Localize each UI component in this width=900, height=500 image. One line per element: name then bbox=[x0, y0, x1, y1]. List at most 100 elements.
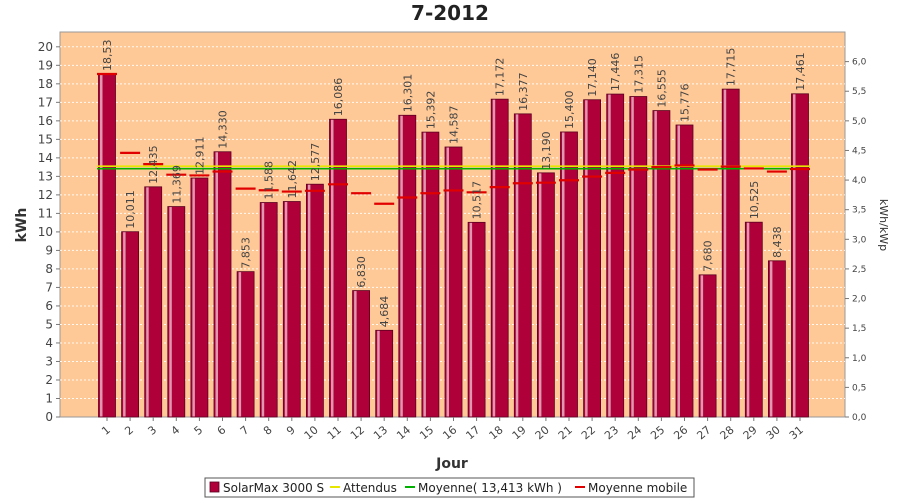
y-tick-label: 4 bbox=[45, 336, 53, 350]
bar-value-label: 7,680 bbox=[702, 240, 715, 272]
y2-tick-label: 0,0 bbox=[852, 413, 867, 423]
y2-tick-label: 3,0 bbox=[852, 235, 867, 245]
y-tick-label: 7 bbox=[45, 280, 53, 294]
legend-label: SolarMax 3000 S bbox=[223, 481, 324, 495]
bar-value-label: 17,446 bbox=[609, 53, 622, 92]
y-tick-label: 2 bbox=[45, 373, 53, 387]
x-tick-label: 13 bbox=[371, 423, 390, 442]
bar-value-label: 14,587 bbox=[448, 106, 461, 145]
y2-tick-label: 1,0 bbox=[852, 354, 867, 364]
bar-highlight bbox=[192, 178, 195, 417]
x-tick-label: 20 bbox=[533, 423, 552, 442]
y2-tick-label: 3,5 bbox=[852, 206, 866, 216]
x-tick-label: 22 bbox=[579, 423, 598, 442]
bar-value-label: 15,392 bbox=[424, 91, 437, 130]
y-tick-label: 10 bbox=[38, 225, 53, 239]
y2-tick-label: 6,0 bbox=[852, 58, 867, 68]
y-tick-label: 5 bbox=[45, 317, 53, 331]
bar-highlight bbox=[631, 97, 634, 417]
x-tick-label: 23 bbox=[602, 423, 621, 442]
bar-highlight bbox=[562, 132, 565, 417]
y-tick-label: 20 bbox=[38, 40, 53, 54]
bar-highlight bbox=[377, 330, 380, 417]
bar-value-label: 10,517 bbox=[471, 181, 484, 220]
x-tick-label: 17 bbox=[463, 423, 482, 442]
bar-highlight bbox=[284, 202, 288, 417]
x-tick-label: 1 bbox=[99, 423, 113, 437]
y-tick-label: 6 bbox=[45, 299, 53, 313]
x-axis: 1 2 3 4 5 6 7 8 9 10 11 12 13 14 15 16 17 18 19 20 21 22 23 24 2… bbox=[99, 417, 806, 442]
x-tick-label: 29 bbox=[741, 423, 760, 442]
y-tick-label: 12 bbox=[38, 188, 53, 202]
y-tick-label: 18 bbox=[38, 77, 53, 91]
y-tick-label: 8 bbox=[45, 262, 53, 276]
bar-highlight bbox=[492, 99, 496, 417]
x-tick-label: 5 bbox=[192, 423, 206, 437]
legend-label: Moyenne( 13,413 kWh ) bbox=[418, 481, 562, 495]
y2-tick-label: 4,0 bbox=[852, 176, 867, 186]
y2-tick-label: 0,5 bbox=[852, 383, 866, 393]
bar-highlight bbox=[793, 94, 796, 417]
bar-value-label: 17,172 bbox=[494, 58, 507, 97]
y-tick-label: 17 bbox=[38, 95, 53, 109]
bar-highlight bbox=[331, 119, 334, 417]
bar-series bbox=[98, 73, 809, 418]
bar-value-label: 17,140 bbox=[586, 58, 599, 97]
x-tick-label: 30 bbox=[764, 423, 783, 442]
bar-highlight bbox=[307, 184, 311, 417]
x-tick-label: 3 bbox=[145, 423, 159, 437]
x-tick-label: 9 bbox=[284, 423, 298, 437]
y2-tick-label: 5,5 bbox=[852, 87, 866, 97]
bar-value-label: 15,776 bbox=[679, 83, 692, 122]
x-tick-label: 27 bbox=[694, 423, 713, 442]
bar-highlight bbox=[400, 115, 403, 417]
y-tick-label: 11 bbox=[38, 206, 53, 220]
x-tick-label: 19 bbox=[510, 423, 529, 442]
y2-tick-label: 2,0 bbox=[852, 295, 867, 305]
y-tick-label: 13 bbox=[38, 169, 53, 183]
bar-value-label: 11,642 bbox=[286, 160, 299, 199]
bar-value-label: 7,853 bbox=[240, 237, 253, 269]
bar-value-label: 15,400 bbox=[563, 90, 576, 129]
bar-highlight bbox=[446, 147, 449, 417]
bar-highlight bbox=[215, 152, 218, 417]
x-tick-label: 14 bbox=[394, 423, 413, 442]
y-tick-label: 15 bbox=[38, 132, 53, 146]
bar-highlight bbox=[746, 222, 750, 417]
bar-highlight bbox=[100, 74, 103, 417]
bar-highlight bbox=[238, 272, 242, 417]
bar-highlight bbox=[769, 261, 773, 417]
bar-value-label: 10,525 bbox=[748, 181, 761, 220]
x-tick-label: 16 bbox=[440, 423, 459, 442]
legend-swatch bbox=[209, 481, 220, 493]
y-axis-right: 0,0 0,5 1,0 1,5 2,0 2,5 3,0 3,5 4,0 4,5 5,0 5,5 6,0 bbox=[845, 58, 867, 423]
bar-value-label: 12,435 bbox=[147, 145, 160, 184]
y2-tick-label: 4,5 bbox=[852, 146, 866, 156]
x-tick-label: 7 bbox=[238, 423, 252, 437]
x-tick-label: 21 bbox=[556, 423, 575, 442]
x-tick-label: 8 bbox=[261, 423, 275, 437]
bar-value-label: 17,715 bbox=[725, 48, 738, 87]
y-axis-label: kWh bbox=[14, 208, 30, 243]
legend-box bbox=[204, 477, 695, 498]
bar-value-label: 17,315 bbox=[632, 55, 645, 94]
bar-highlight bbox=[146, 187, 149, 417]
bar-value-label: 17,461 bbox=[794, 52, 807, 91]
y2-tick-label: 2,5 bbox=[852, 265, 866, 275]
bar-value-label: 4,684 bbox=[378, 296, 391, 328]
bar-highlight bbox=[654, 111, 657, 417]
y-tick-label: 0 bbox=[45, 410, 53, 424]
bar-value-label: 11,588 bbox=[263, 161, 276, 200]
x-tick-label: 26 bbox=[671, 423, 690, 442]
legend: SolarMax 3000 S Attendus Moyenne( 13,413 k… bbox=[204, 477, 695, 498]
moving-average-series bbox=[97, 72, 810, 205]
x-tick-label: 12 bbox=[348, 423, 367, 442]
bar-value-label: 12,577 bbox=[309, 143, 322, 182]
y-tick-label: 3 bbox=[45, 354, 53, 368]
legend-label: Moyenne mobile bbox=[588, 481, 687, 495]
x-tick-label: 11 bbox=[325, 423, 344, 442]
y2-axis-label: kWh/kWp bbox=[877, 199, 890, 251]
y-tick-label: 16 bbox=[38, 114, 53, 128]
